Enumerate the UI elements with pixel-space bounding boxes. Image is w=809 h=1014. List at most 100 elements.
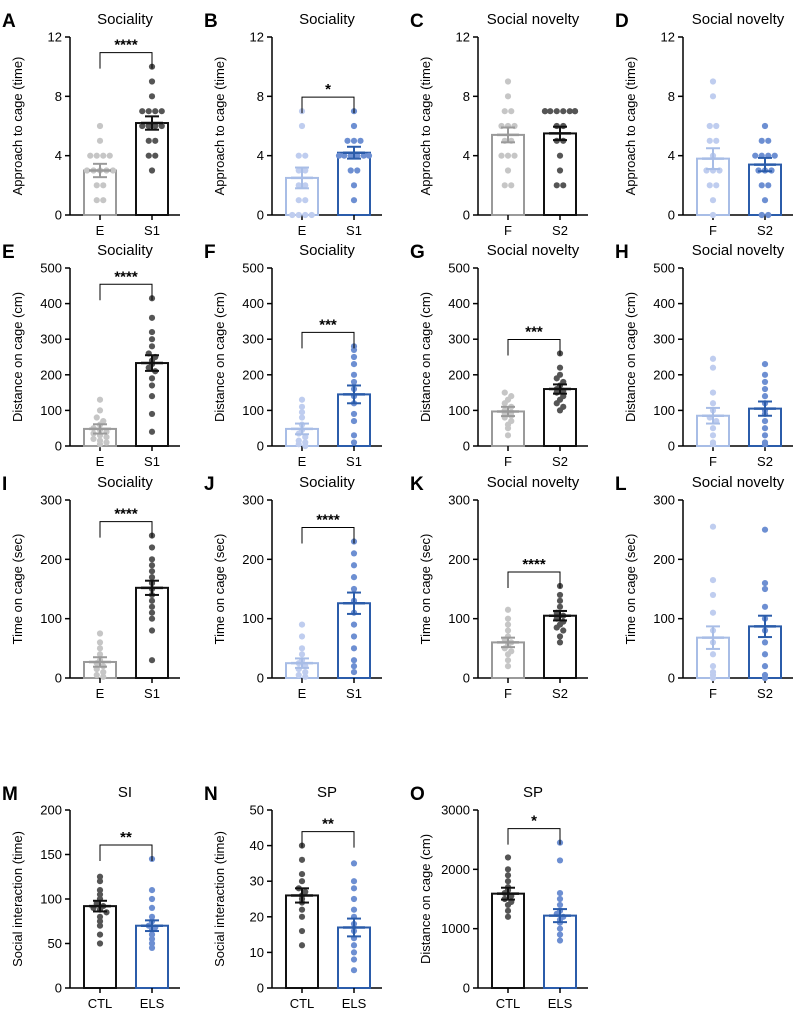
data-point <box>145 122 152 130</box>
chart-title: SP <box>317 784 337 801</box>
x-tick-label: S1 <box>144 454 160 469</box>
data-point <box>302 167 309 174</box>
panel-label: I <box>2 474 7 495</box>
data-point <box>709 609 717 616</box>
data-point <box>556 597 564 604</box>
data-point <box>96 940 104 947</box>
data-point <box>709 425 717 432</box>
x-tick-label: S1 <box>144 686 160 701</box>
data-point <box>761 122 769 130</box>
panel-label: E <box>2 242 15 263</box>
y-tick-label: 500 <box>40 261 62 276</box>
data-point <box>139 108 146 115</box>
data-point <box>765 137 772 144</box>
chart-title: SP <box>523 784 543 801</box>
data-point <box>350 122 358 130</box>
data-point <box>83 167 91 174</box>
data-point <box>504 663 512 670</box>
data-point <box>148 568 156 575</box>
y-tick-label: 50 <box>48 936 62 951</box>
significance-label: * <box>325 81 331 98</box>
panel-j: J Sociality 0 100 200 300 Time on cage (sec) E S… <box>204 474 382 701</box>
significance-bracket <box>99 521 153 538</box>
y-tick-label: 0 <box>463 208 470 223</box>
data-point <box>298 396 306 403</box>
y-tick-label: 0 <box>463 981 470 996</box>
data-point <box>504 152 512 159</box>
data-point <box>761 603 769 610</box>
significance-bracket <box>99 52 153 69</box>
data-point <box>556 407 564 414</box>
data-point <box>504 866 512 873</box>
x-tick-label: S1 <box>346 454 362 469</box>
y-tick-label: 200 <box>242 552 264 567</box>
data-point <box>93 152 100 159</box>
data-point <box>553 182 560 189</box>
y-tick-label: 0 <box>55 981 62 996</box>
y-axis-label: Social interaction (time) <box>10 831 25 967</box>
y-tick-label: 10 <box>250 945 264 960</box>
y-tick-label: 4 <box>668 148 675 163</box>
data-point <box>302 434 309 441</box>
data-point <box>350 645 358 652</box>
significance-label: **** <box>114 506 138 523</box>
y-tick-label: 200 <box>40 367 62 382</box>
data-point <box>709 432 717 439</box>
data-point <box>148 562 156 569</box>
y-axis-label: Distance on cage (cm) <box>418 292 433 422</box>
y-tick-label: 8 <box>55 89 62 104</box>
data-point <box>560 182 567 189</box>
data-point <box>556 633 564 640</box>
data-point <box>148 382 156 389</box>
data-point <box>560 627 567 634</box>
data-point <box>553 389 560 396</box>
data-point <box>302 211 309 219</box>
data-point <box>148 167 156 174</box>
x-tick-label: S2 <box>552 223 568 238</box>
data-point <box>295 152 302 159</box>
data-point <box>709 93 717 100</box>
data-point <box>360 152 367 159</box>
data-point <box>556 925 564 932</box>
data-point <box>350 949 358 956</box>
data-point <box>761 651 769 658</box>
data-point <box>350 432 358 439</box>
data-point <box>93 414 100 421</box>
data-point <box>556 889 564 897</box>
significance-label: *** <box>525 323 543 340</box>
data-point <box>709 523 717 530</box>
y-tick-label: 0 <box>463 671 470 686</box>
data-point <box>706 182 713 189</box>
data-point <box>758 211 765 219</box>
chart-title: Social novelty <box>487 242 580 259</box>
data-point <box>347 167 354 174</box>
y-tick-label: 500 <box>448 261 470 276</box>
data-point <box>761 378 769 386</box>
data-point <box>761 385 769 393</box>
y-tick-label: 0 <box>55 439 62 454</box>
data-point <box>100 152 107 159</box>
data-point <box>298 927 306 935</box>
significance-label: **** <box>522 556 546 573</box>
data-point <box>357 137 364 144</box>
data-point <box>148 314 156 321</box>
x-tick-label: S1 <box>144 223 160 238</box>
data-point <box>511 152 518 159</box>
bar-s2 <box>543 132 577 217</box>
data-point <box>96 878 104 885</box>
significance-bracket <box>301 96 355 114</box>
data-point <box>302 668 309 676</box>
data-point <box>96 931 104 938</box>
data-point <box>761 674 769 682</box>
data-point <box>350 137 358 144</box>
data-point <box>350 668 358 676</box>
data-point <box>139 122 146 130</box>
data-point <box>148 328 156 336</box>
data-point <box>504 627 512 634</box>
data-point <box>556 603 564 610</box>
data-point <box>761 417 769 425</box>
data-point <box>308 211 315 219</box>
panel-label: M <box>2 784 18 805</box>
data-point <box>761 425 769 432</box>
x-tick-label: CTL <box>88 996 113 1011</box>
